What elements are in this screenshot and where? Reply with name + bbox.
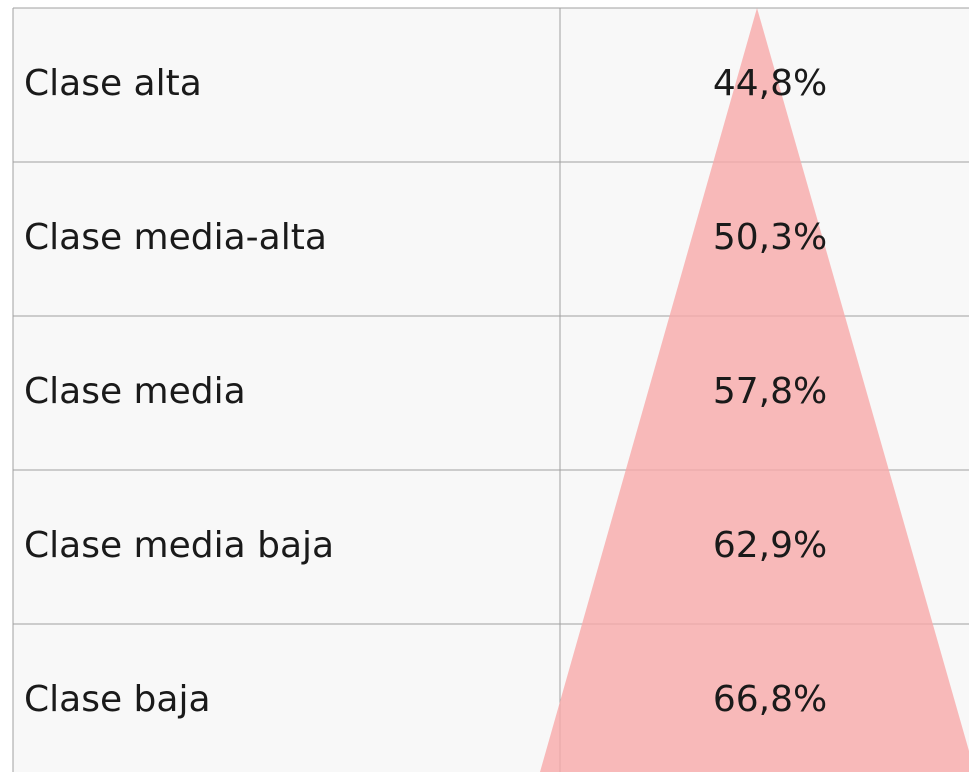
- table-labels: Clase alta 44,8% Clase media-alta 50,3% Clas…: [24, 63, 827, 720]
- row-label: Clase baja: [24, 679, 211, 720]
- row-value: 57,8%: [713, 371, 827, 412]
- row-label: Clase media-alta: [24, 217, 327, 258]
- decorative-triangle: [540, 8, 969, 772]
- row-value: 62,9%: [713, 525, 827, 566]
- row-label: Clase media: [24, 371, 246, 412]
- row-value: 44,8%: [713, 63, 827, 104]
- row-label: Clase media baja: [24, 525, 334, 566]
- row-value: 66,8%: [713, 679, 827, 720]
- row-label: Clase alta: [24, 63, 202, 104]
- row-value: 50,3%: [713, 217, 827, 258]
